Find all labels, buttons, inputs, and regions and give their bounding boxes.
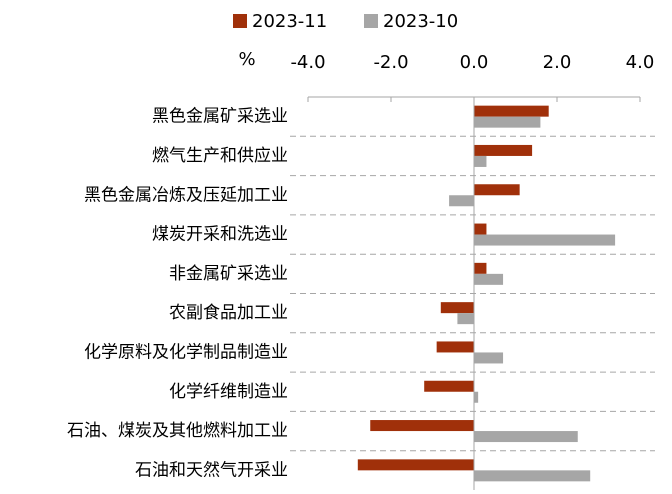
bar — [357, 459, 474, 471]
category-label: 燃气生产和供应业 — [152, 146, 288, 166]
category-label: 化学纤维制造业 — [169, 382, 288, 402]
x-tick-label: -2.0 — [373, 52, 408, 73]
x-tick-label: -4.0 — [290, 52, 325, 73]
bar — [474, 155, 487, 167]
category-label: 石油和天然气开采业 — [135, 460, 288, 480]
x-tick-label: 4.0 — [626, 52, 655, 73]
bar — [474, 391, 479, 403]
bar — [474, 352, 504, 364]
bar — [474, 116, 541, 128]
bar — [474, 234, 616, 246]
category-label: 石油、煤炭及其他燃料加工业 — [67, 421, 288, 441]
legend-label: 2023-11 — [252, 11, 327, 32]
legend-swatch — [233, 14, 247, 28]
bar — [370, 420, 474, 432]
bar — [474, 262, 487, 274]
bar — [474, 431, 578, 443]
bar — [474, 105, 549, 117]
bar — [436, 341, 474, 353]
category-label: 化学原料及化学制品制造业 — [84, 342, 288, 362]
bar — [474, 223, 487, 235]
bar — [474, 273, 504, 285]
category-label: 农副食品加工业 — [169, 303, 288, 323]
bar — [474, 470, 591, 482]
x-tick-label: 2.0 — [543, 52, 572, 73]
category-label: 煤炭开采和洗选业 — [152, 225, 288, 245]
bar — [424, 380, 474, 392]
category-label: 黑色金属矿采选业 — [152, 107, 288, 127]
category-label: 非金属矿采选业 — [169, 264, 288, 284]
legend-swatch — [364, 14, 378, 28]
unit-label: % — [238, 49, 255, 70]
bar — [474, 144, 533, 156]
category-label: 黑色金属冶炼及压延加工业 — [84, 185, 288, 205]
bar — [449, 195, 474, 207]
x-tick-label: 0.0 — [460, 52, 489, 73]
bar — [474, 184, 520, 196]
bar — [457, 313, 474, 325]
legend-label: 2023-10 — [383, 11, 458, 32]
bar — [440, 302, 474, 314]
